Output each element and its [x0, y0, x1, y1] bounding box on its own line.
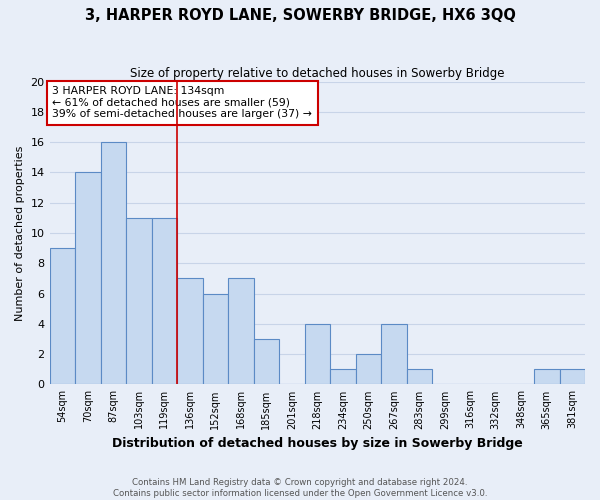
Bar [126, 218, 152, 384]
Bar [407, 370, 432, 384]
Bar [101, 142, 126, 384]
X-axis label: Distribution of detached houses by size in Sowerby Bridge: Distribution of detached houses by size … [112, 437, 523, 450]
Bar [305, 324, 330, 384]
Bar [254, 339, 279, 384]
Bar [203, 294, 228, 384]
Bar [381, 324, 407, 384]
Bar [228, 278, 254, 384]
Bar [152, 218, 177, 384]
Bar [560, 370, 585, 384]
Text: Contains HM Land Registry data © Crown copyright and database right 2024.
Contai: Contains HM Land Registry data © Crown c… [113, 478, 487, 498]
Bar [356, 354, 381, 384]
Bar [330, 370, 356, 384]
Bar [75, 172, 101, 384]
Bar [177, 278, 203, 384]
Title: Size of property relative to detached houses in Sowerby Bridge: Size of property relative to detached ho… [130, 68, 505, 80]
Y-axis label: Number of detached properties: Number of detached properties [15, 146, 25, 320]
Text: 3 HARPER ROYD LANE: 134sqm
← 61% of detached houses are smaller (59)
39% of semi: 3 HARPER ROYD LANE: 134sqm ← 61% of deta… [52, 86, 312, 120]
Text: 3, HARPER ROYD LANE, SOWERBY BRIDGE, HX6 3QQ: 3, HARPER ROYD LANE, SOWERBY BRIDGE, HX6… [85, 8, 515, 22]
Bar [534, 370, 560, 384]
Bar [50, 248, 75, 384]
